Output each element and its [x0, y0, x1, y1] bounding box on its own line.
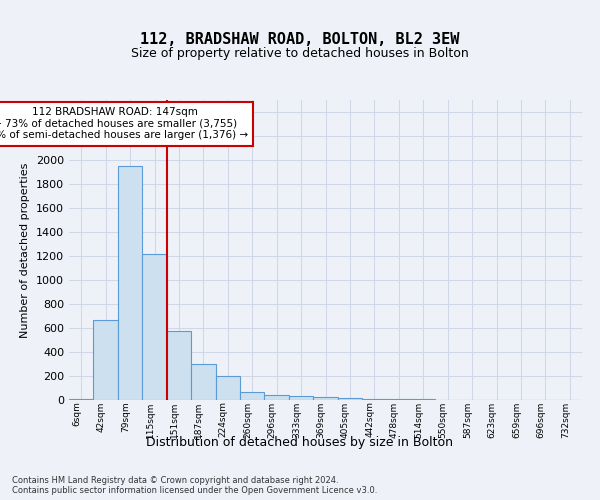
Bar: [240, 392, 265, 400]
Text: 112, BRADSHAW ROAD, BOLTON, BL2 3EW: 112, BRADSHAW ROAD, BOLTON, BL2 3EW: [140, 32, 460, 48]
Bar: [142, 254, 167, 400]
Bar: [118, 166, 142, 400]
Bar: [265, 395, 289, 400]
Bar: [386, 399, 411, 400]
Bar: [191, 364, 215, 400]
Y-axis label: Number of detached properties: Number of detached properties: [20, 162, 31, 338]
Bar: [167, 331, 191, 400]
Text: Contains HM Land Registry data © Crown copyright and database right 2024.
Contai: Contains HM Land Registry data © Crown c…: [12, 476, 377, 495]
Bar: [289, 396, 313, 400]
Bar: [94, 320, 118, 400]
Bar: [338, 398, 362, 400]
Text: Distribution of detached houses by size in Bolton: Distribution of detached houses by size …: [146, 436, 454, 449]
Text: 112 BRADSHAW ROAD: 147sqm
← 73% of detached houses are smaller (3,755)
27% of se: 112 BRADSHAW ROAD: 147sqm ← 73% of detac…: [0, 107, 248, 140]
Bar: [69, 399, 94, 400]
Text: Size of property relative to detached houses in Bolton: Size of property relative to detached ho…: [131, 47, 469, 60]
Bar: [215, 376, 240, 400]
Bar: [362, 399, 386, 400]
Bar: [313, 397, 338, 400]
